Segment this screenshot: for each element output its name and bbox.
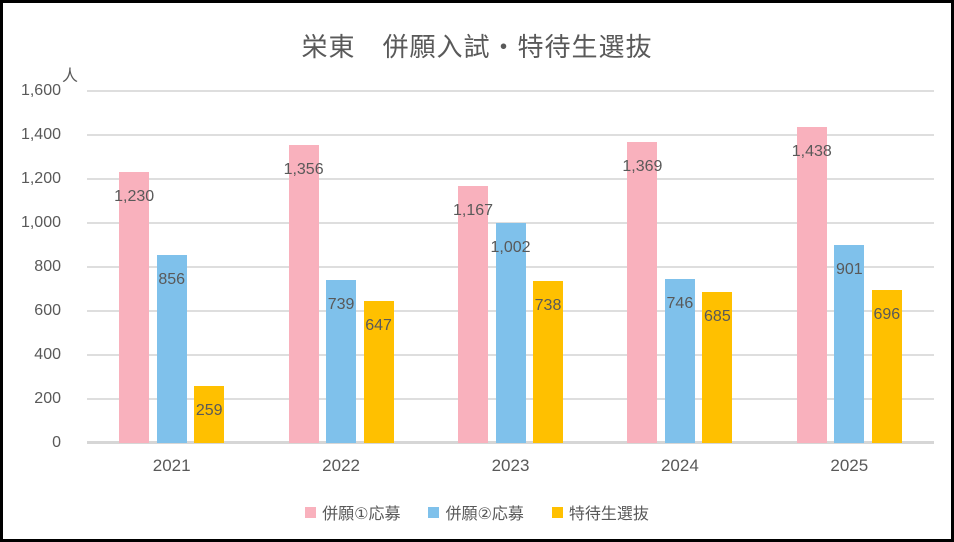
y-axis-tick-label: 400 — [34, 346, 61, 363]
bar-併願①応募-2021 — [119, 172, 150, 443]
y-axis-tick-label: 0 — [52, 434, 61, 451]
gridline — [87, 90, 934, 92]
data-label: 1,369 — [622, 157, 663, 175]
data-label: 738 — [534, 296, 562, 314]
data-label: 856 — [158, 270, 186, 288]
chart-legend: 併願①応募 併願②応募 特待生選抜 — [3, 500, 951, 524]
legend-label: 併願②応募 — [445, 506, 524, 523]
bar-特待生選抜-2021 — [194, 386, 225, 443]
legend-item: 併願②応募 — [428, 500, 524, 524]
legend-swatch-icon — [305, 506, 317, 518]
bar-併願①応募-2023 — [458, 186, 488, 443]
x-axis-tick-label: 2025 — [830, 456, 869, 475]
data-label: 1,230 — [114, 188, 155, 206]
data-label: 1,167 — [452, 202, 494, 220]
y-axis-tick-label: 1,200 — [20, 170, 61, 187]
data-label: 746 — [666, 294, 694, 312]
data-label: 685 — [704, 308, 731, 326]
y-axis-unit-label: 人 — [61, 68, 78, 85]
legend-item: 併願①応募 — [305, 500, 400, 524]
gridline — [87, 134, 934, 136]
legend-label: 特待生選抜 — [568, 506, 649, 523]
bar-特待生選抜-2022 — [363, 300, 394, 443]
gridline — [87, 178, 934, 180]
data-label: 259 — [195, 402, 223, 420]
y-axis-tick-label: 600 — [34, 302, 61, 319]
chart-title: 栄東 併願入試・特待生選抜 — [301, 32, 653, 62]
x-axis-tick-label: 2023 — [491, 456, 530, 475]
bar-特待生選抜-2023 — [533, 280, 563, 443]
bar-併願②応募-2024 — [664, 278, 695, 443]
y-axis-tick-label: 1,000 — [20, 214, 61, 231]
bar-併願②応募-2023 — [495, 222, 526, 443]
y-axis-tick-label: 800 — [34, 258, 61, 275]
bar-併願①応募-2024 — [627, 141, 658, 443]
plot-area: 1,230 856 259 1,356 739 647 1,167 1,002 738 1,369… — [87, 90, 934, 444]
x-axis-tick-label: 2024 — [660, 456, 699, 475]
bar-併願②応募-2021 — [156, 254, 187, 443]
bar-特待生選抜-2024 — [702, 292, 733, 443]
data-label: 647 — [365, 316, 392, 334]
bar-併願①応募-2025 — [796, 126, 827, 443]
data-label: 739 — [327, 296, 355, 314]
y-axis-tick-label: 200 — [34, 390, 61, 407]
legend-swatch-icon — [428, 506, 440, 518]
x-axis-tick-label: 2022 — [322, 456, 360, 475]
bar-併願②応募-2022 — [326, 280, 357, 443]
bar-特待生選抜-2025 — [871, 289, 902, 443]
bar-併願①応募-2022 — [288, 144, 319, 443]
legend-item: 特待生選抜 — [551, 500, 649, 524]
legend-swatch-icon — [551, 506, 563, 518]
data-label: 696 — [873, 305, 901, 323]
y-axis-tick-label: 1,400 — [20, 126, 61, 143]
data-label: 901 — [835, 260, 863, 278]
bar-併願②応募-2025 — [834, 244, 865, 443]
legend-label: 併願①応募 — [322, 506, 401, 523]
data-label: 1,356 — [283, 160, 324, 178]
y-axis-tick-label: 1,600 — [20, 82, 61, 99]
x-axis-tick-label: 2021 — [152, 456, 191, 475]
data-label: 1,002 — [490, 238, 531, 256]
data-label: 1,438 — [791, 142, 832, 160]
